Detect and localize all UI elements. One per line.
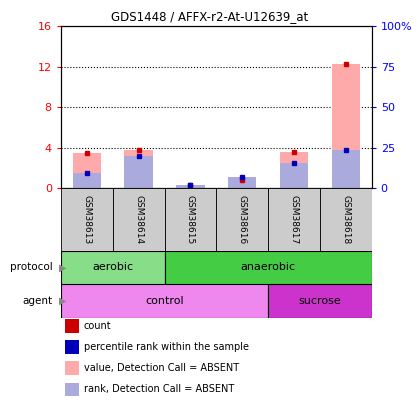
Bar [320,188,372,251]
Bar [61,284,268,318]
Bar [73,173,101,188]
Text: GSM38616: GSM38616 [238,195,247,244]
Text: agent: agent [22,296,52,306]
Text: sucrose: sucrose [299,296,341,306]
Text: rank, Detection Call = ABSENT: rank, Detection Call = ABSENT [84,384,234,394]
Bar [176,185,205,188]
Text: GSM38618: GSM38618 [341,195,350,244]
Text: control: control [145,296,184,306]
Bar [228,177,257,188]
Text: percentile rank within the sample: percentile rank within the sample [84,342,249,352]
Bar [124,156,153,188]
Text: GSM38614: GSM38614 [134,195,143,244]
Bar [268,188,320,251]
Text: anaerobic: anaerobic [241,262,296,272]
Text: protocol: protocol [10,262,52,272]
Bar [268,284,372,318]
Bar [73,153,101,188]
Bar [176,185,205,188]
Text: count: count [84,321,112,331]
Bar [113,188,165,251]
Bar [280,163,308,188]
Bar [165,251,372,284]
Bar [61,251,165,284]
Text: GSM38615: GSM38615 [186,195,195,244]
Bar [228,180,257,188]
Text: ▶: ▶ [59,296,66,306]
Text: GSM38613: GSM38613 [82,195,91,244]
Text: GSM38617: GSM38617 [289,195,299,244]
Bar [124,150,153,188]
Bar [216,188,268,251]
Bar [331,64,360,188]
Bar [331,150,360,188]
Text: aerobic: aerobic [92,262,133,272]
Text: GDS1448 / AFFX-r2-At-U12639_at: GDS1448 / AFFX-r2-At-U12639_at [111,10,309,23]
Text: value, Detection Call = ABSENT: value, Detection Call = ABSENT [84,363,239,373]
Text: ▶: ▶ [59,262,66,272]
Bar [61,188,113,251]
Bar [280,152,308,188]
Bar [165,188,216,251]
